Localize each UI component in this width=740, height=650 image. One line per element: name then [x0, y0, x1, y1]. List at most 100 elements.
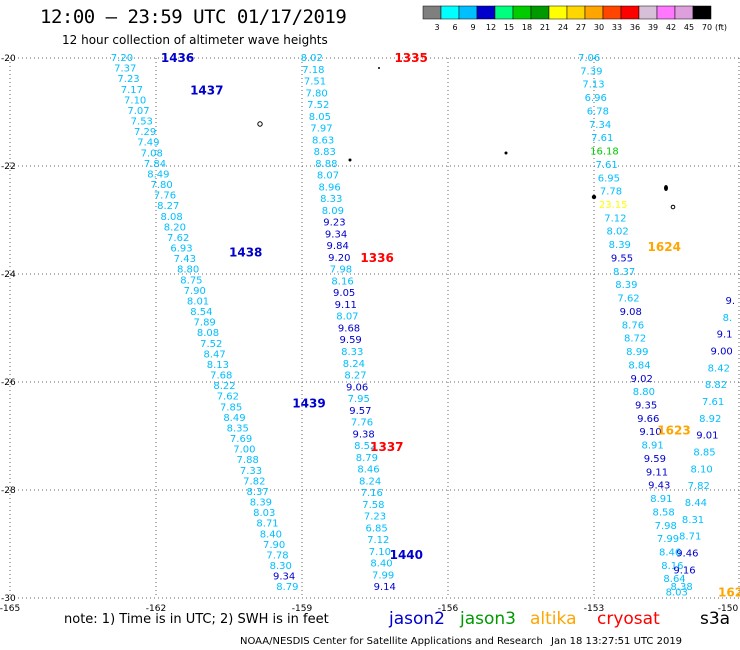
swh-value-cryosat: 9.84: [327, 241, 349, 252]
swh-value-altika: 7.13: [582, 80, 604, 91]
swh-value-altika: 8.02: [606, 227, 628, 238]
swh-value-jason2: 8.27: [157, 201, 179, 212]
y-tick-label: -20: [1, 54, 16, 64]
swh-value-s3a: 7.61: [702, 397, 724, 408]
pass-time-label: 1438: [229, 245, 262, 259]
swh-value-s3a: 9.16: [673, 565, 695, 576]
swh-value-altika: 9.43: [648, 481, 670, 492]
pass-time-label: 1623: [657, 424, 690, 438]
colorbar-label: 12: [486, 23, 496, 32]
swh-value-jason2: 8.08: [160, 212, 182, 223]
swh-value-cryosat: 9.34: [325, 229, 347, 240]
swh-value-cryosat: 8.07: [336, 312, 358, 323]
swh-value-altika: 9.55: [611, 253, 633, 264]
colorbar-label: 9: [470, 23, 475, 32]
x-tick-label: -153: [584, 604, 604, 614]
swh-value-altika: 8.39: [615, 280, 637, 291]
swh-value-altika: 8.99: [626, 347, 648, 358]
swh-value-cryosat: 7.18: [302, 65, 324, 76]
colorbar-label: 70: [702, 23, 712, 32]
swh-value-jason2: 7.17: [121, 85, 143, 96]
swh-value-cryosat: 7.51: [304, 77, 326, 88]
swh-value-jason2: 8.39: [250, 498, 272, 509]
swh-value-cryosat: 8.33: [320, 194, 342, 205]
grid-lines: [9, 57, 740, 599]
swh-value-jason2: 7.82: [243, 476, 265, 487]
swh-value-cryosat: 9.11: [335, 300, 357, 311]
footer-credit: NOAA/NESDIS Center for Satellite Applica…: [240, 636, 543, 647]
swh-value-cryosat: 9.05: [333, 288, 355, 299]
x-tick-label: -159: [292, 604, 313, 614]
swh-value-altika: 8.16: [661, 561, 683, 572]
swh-value-altika: 7.39: [580, 66, 602, 77]
swh-value-altika: 9.59: [644, 454, 666, 465]
swh-value-cryosat: 9.38: [353, 429, 375, 440]
swh-value-cryosat: 7.95: [348, 394, 370, 405]
swh-value-s3a: 8.44: [685, 498, 707, 509]
swh-value-altika: 23.15: [599, 200, 628, 211]
legend-jason3: jason3: [460, 609, 516, 629]
swh-value-jason2: 8.49: [223, 413, 245, 424]
swh-value-jason2: 7.69: [230, 434, 252, 445]
swh-value-cryosat: 7.52: [307, 100, 329, 111]
swh-value-s3a: 9.1: [717, 330, 733, 341]
chart-subtitle: 12 hour collection of altimeter wave hei…: [62, 33, 328, 47]
colorbar-unit: (ft): [715, 23, 727, 32]
swh-value-cryosat: 7.12: [367, 535, 389, 546]
swh-value-cryosat: 7.80: [305, 88, 327, 99]
colorbar-swatch: [656, 5, 676, 20]
swh-value-s3a: 9.00: [711, 347, 733, 358]
colorbar-swatch: [602, 5, 622, 20]
swh-value-jason2: 7.85: [220, 402, 242, 413]
swh-value-altika: 9.08: [620, 307, 642, 318]
colorbar-label: 21: [540, 23, 550, 32]
pass-time-label: 1336: [360, 251, 393, 265]
swh-value-jason2: 7.88: [237, 455, 259, 466]
swh-value-altika: 8.76: [622, 320, 644, 331]
swh-value-jason2: 7.89: [194, 318, 216, 329]
swh-value-altika: 9.11: [646, 467, 668, 478]
swh-value-jason2: 7.07: [127, 106, 149, 117]
swh-value-cryosat: 8.46: [357, 465, 379, 476]
swh-value-s3a: 9.01: [696, 431, 718, 442]
swh-value-cryosat: 9.59: [340, 335, 362, 346]
colorbar-swatch: [584, 5, 604, 20]
swh-value-jason2: 7.52: [200, 339, 222, 350]
axis-labels: -165 -162 -159 -156 -153 -150 -20 -22 -24 -26 -28 -…: [0, 54, 738, 614]
swh-value-jason2: 8.40: [260, 529, 282, 540]
island-marker: [257, 121, 263, 127]
colorbar-label: 15: [504, 23, 514, 32]
swh-value-cryosat: 7.97: [310, 124, 332, 135]
swh-value-s3a: 8.71: [679, 532, 701, 543]
swh-value-altika: 16.18: [590, 147, 619, 158]
swh-values: 7.207.377.237.177.107.077.537.297.497.08…: [111, 53, 735, 599]
island-marker: [664, 185, 668, 191]
swh-value-cryosat: 6.85: [365, 523, 387, 534]
y-tick-label: -24: [1, 270, 16, 280]
colorbar-swatch: [530, 5, 550, 20]
swh-value-cryosat: 7.98: [330, 265, 352, 276]
swh-value-altika: 9.35: [635, 400, 657, 411]
swh-value-jason2: 7.08: [141, 148, 163, 159]
island-marker: [591, 194, 597, 200]
colorbar: 3 6 9 12 15 18 21 24 27 30 33 36 39 42 45 70 (ft): [422, 5, 727, 32]
swh-value-cryosat: 8.63: [312, 135, 334, 146]
swh-value-cryosat: 8.33: [341, 347, 363, 358]
swh-value-jason2: 7.49: [137, 138, 159, 149]
swh-value-cryosat: 9.06: [346, 382, 368, 393]
swh-value-altika: 7.78: [600, 187, 622, 198]
swh-value-s3a: 8.42: [708, 363, 730, 374]
pass-time-label: 1437: [190, 83, 223, 97]
swh-value-jason2: 8.13: [207, 360, 229, 371]
x-tick-label: -162: [146, 604, 166, 614]
swh-value-cryosat: 8.02: [301, 53, 323, 64]
swh-value-s3a: 8.85: [693, 448, 715, 459]
legend-jason2: jason2: [389, 609, 445, 629]
pass-time-label: 1439: [292, 397, 325, 411]
colorbar-swatch: [692, 5, 712, 20]
swh-value-altika: 8.91: [650, 494, 672, 505]
colorbar-label: 6: [452, 23, 457, 32]
swh-value-jason2: 7.10: [124, 95, 146, 106]
colorbar-label: 18: [522, 23, 532, 32]
swh-value-s3a: 9.46: [676, 549, 698, 560]
